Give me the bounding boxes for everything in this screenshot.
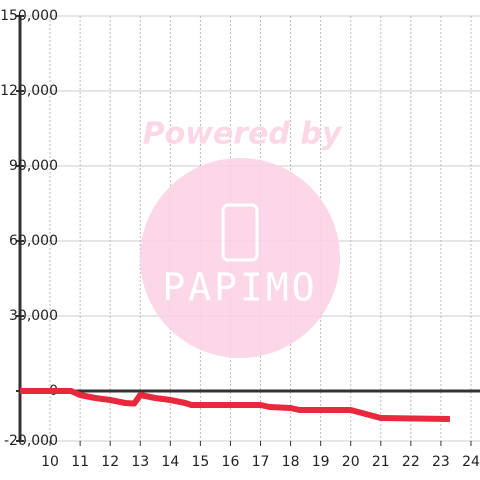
data-line <box>20 388 450 422</box>
y-tick-label: 90,000 <box>9 158 58 174</box>
x-tick-label: 20 <box>342 454 360 470</box>
y-tick-label: 30,000 <box>9 308 58 324</box>
x-tick-label: 22 <box>402 454 420 470</box>
y-tick-label: -20,000 <box>4 433 58 449</box>
watermark-circle <box>140 158 340 358</box>
x-tick-label: 24 <box>462 454 480 470</box>
x-tick-label: 21 <box>372 454 390 470</box>
x-tick-label: 11 <box>71 454 89 470</box>
x-tick-label: 10 <box>41 454 59 470</box>
x-tick-label: 15 <box>191 454 209 470</box>
x-tick-label: 12 <box>101 454 119 470</box>
x-tick-label: 19 <box>312 454 330 470</box>
y-tick-label: 60,000 <box>9 233 58 249</box>
x-tick-label: 13 <box>131 454 149 470</box>
y-tick-label: 150,000 <box>0 8 58 24</box>
watermark-title: Powered by <box>143 117 343 152</box>
watermark-phone <box>221 203 259 262</box>
watermark: Powered by PAPIMO <box>140 117 343 358</box>
x-tick-label: 17 <box>252 454 270 470</box>
x-tick-label: 16 <box>222 454 240 470</box>
x-tick-label: 18 <box>282 454 300 470</box>
x-tick-label: 23 <box>432 454 450 470</box>
x-tick-label: 14 <box>161 454 179 470</box>
watermark-brand: PAPIMO <box>162 266 317 310</box>
y-tick-label: 120,000 <box>0 83 58 99</box>
